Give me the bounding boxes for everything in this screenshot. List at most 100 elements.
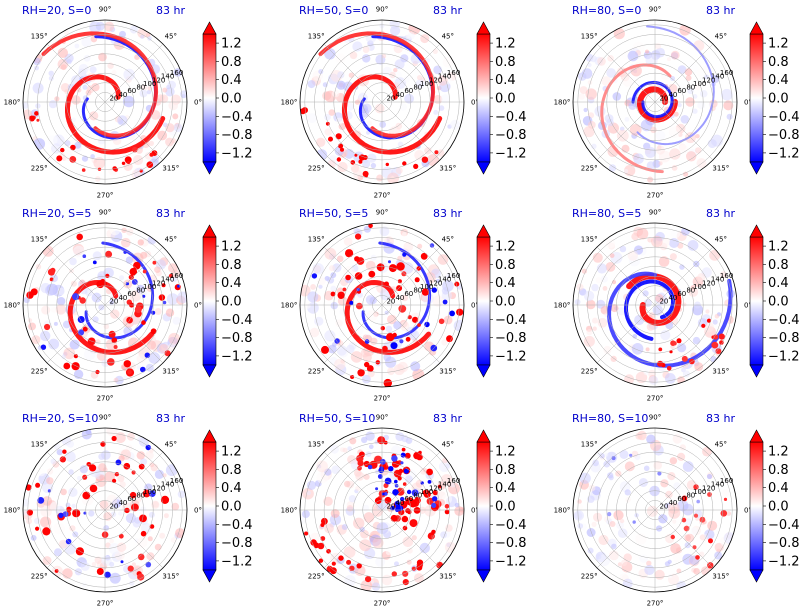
field-cell bbox=[579, 86, 588, 95]
radial-tick-label: 140 bbox=[161, 276, 174, 284]
field-cell bbox=[82, 84, 88, 90]
angle-tick-label: 180° bbox=[554, 507, 571, 515]
colorbar-tick-label: −1.2 bbox=[495, 349, 527, 364]
convective-cell bbox=[382, 345, 388, 352]
polar-panel: 90°45°0°315°270°225°180°135°20 40 60 801001… bbox=[554, 412, 799, 608]
field-cell bbox=[671, 165, 678, 171]
field-cell bbox=[336, 255, 344, 263]
convective-cell bbox=[402, 579, 409, 586]
colorbar-tick-label: −0.4 bbox=[768, 518, 799, 533]
colorbar-extend-min bbox=[202, 569, 217, 583]
field-cell bbox=[167, 80, 176, 90]
field-cell bbox=[394, 59, 405, 70]
convective-cell bbox=[72, 293, 80, 301]
convective-cell bbox=[384, 477, 392, 485]
field-cell bbox=[77, 476, 82, 481]
radial-tick-label: 140 bbox=[438, 276, 451, 284]
radial-tick-label: 160 bbox=[170, 477, 183, 485]
field-cell bbox=[658, 256, 670, 267]
field-cell bbox=[670, 76, 676, 81]
convective-cell bbox=[79, 297, 86, 304]
field-cell bbox=[91, 292, 102, 303]
field-cell bbox=[443, 315, 453, 325]
convective-cell bbox=[432, 490, 438, 496]
radial-tick-label: 100 bbox=[420, 283, 433, 291]
field-cell bbox=[23, 102, 29, 109]
angle-tick-label: 0° bbox=[744, 507, 752, 515]
field-cell bbox=[162, 87, 168, 93]
colorbar-tick-label: 0.4 bbox=[768, 481, 789, 496]
field-cell bbox=[324, 523, 334, 534]
convective-cell bbox=[112, 166, 117, 171]
colorbar-tick-label: −1.2 bbox=[221, 349, 253, 364]
field-cell bbox=[134, 54, 140, 60]
field-cell bbox=[644, 564, 655, 576]
field-cell bbox=[334, 358, 346, 371]
rainband bbox=[84, 241, 155, 340]
convective-cell bbox=[657, 360, 664, 367]
polar-panel: 90°45°0°315°270°225°180°135°20 40 60 801001… bbox=[281, 207, 527, 403]
field-cell bbox=[411, 535, 417, 541]
rainband bbox=[65, 74, 166, 155]
field-cell bbox=[79, 465, 88, 474]
panel-title: RH=20, S=10 bbox=[22, 412, 98, 425]
radial-tick-label: 40 bbox=[395, 499, 404, 507]
field-cell bbox=[374, 103, 385, 114]
radial-tick-label: 160 bbox=[720, 69, 733, 77]
field-cell bbox=[634, 454, 641, 460]
colorbar-tick-label: 0.8 bbox=[495, 55, 516, 70]
angle-tick-label: 270° bbox=[647, 600, 664, 608]
field-cell bbox=[366, 130, 371, 135]
convective-cell bbox=[30, 288, 38, 296]
convective-cell bbox=[629, 453, 633, 457]
field-cell bbox=[619, 245, 627, 253]
field-cell bbox=[154, 543, 162, 551]
colorbar-tick-label: 0.0 bbox=[768, 500, 789, 515]
field-cell bbox=[349, 51, 358, 60]
colorbar-tick-label: −0.8 bbox=[495, 128, 527, 143]
convective-cell bbox=[356, 287, 360, 292]
field-cell bbox=[601, 76, 611, 86]
colorbar-tick-label: −0.4 bbox=[221, 518, 253, 533]
field-cell bbox=[147, 536, 153, 542]
convective-cell bbox=[706, 318, 712, 323]
radial-tick-label: 60 bbox=[677, 495, 686, 503]
field-cell bbox=[437, 149, 445, 157]
convective-cell bbox=[632, 520, 636, 524]
field-cell bbox=[619, 450, 629, 459]
convective-cell bbox=[150, 328, 157, 335]
field-cell bbox=[631, 343, 644, 355]
field-cell bbox=[98, 52, 107, 62]
panel-time: 83 hr bbox=[433, 207, 462, 220]
angle-tick-label: 90° bbox=[376, 209, 388, 217]
convective-cell bbox=[423, 490, 431, 498]
field-cell bbox=[694, 83, 701, 91]
convective-cell bbox=[123, 360, 131, 368]
radial-tick-label: 140 bbox=[161, 481, 174, 489]
colorbar-tick-label: 0.0 bbox=[768, 92, 789, 107]
angular-gridline bbox=[381, 304, 441, 364]
field-cell bbox=[48, 100, 58, 109]
field-cell bbox=[162, 473, 167, 478]
field-cell bbox=[410, 361, 421, 372]
field-cell bbox=[103, 323, 110, 330]
angular-gridline bbox=[46, 43, 106, 103]
field-cell bbox=[654, 43, 662, 50]
panel-title: RH=80, S=10 bbox=[572, 412, 648, 425]
angular-gridline bbox=[323, 246, 383, 306]
radial-tick-label: 120 bbox=[702, 484, 715, 492]
field-cell bbox=[607, 55, 614, 62]
angle-tick-label: 45° bbox=[715, 33, 727, 41]
colorbar-tick-label: −0.8 bbox=[768, 128, 799, 143]
panel-time: 83 hr bbox=[433, 412, 462, 425]
field-cell bbox=[692, 108, 698, 114]
field-cell bbox=[131, 484, 137, 490]
field-cell bbox=[385, 549, 392, 556]
field-cell bbox=[638, 548, 649, 559]
angle-tick-label: 45° bbox=[442, 441, 454, 449]
field-cell bbox=[397, 361, 409, 373]
field-cell bbox=[407, 32, 415, 40]
convective-cell bbox=[367, 464, 373, 470]
radial-tick-label: 120 bbox=[702, 76, 715, 84]
